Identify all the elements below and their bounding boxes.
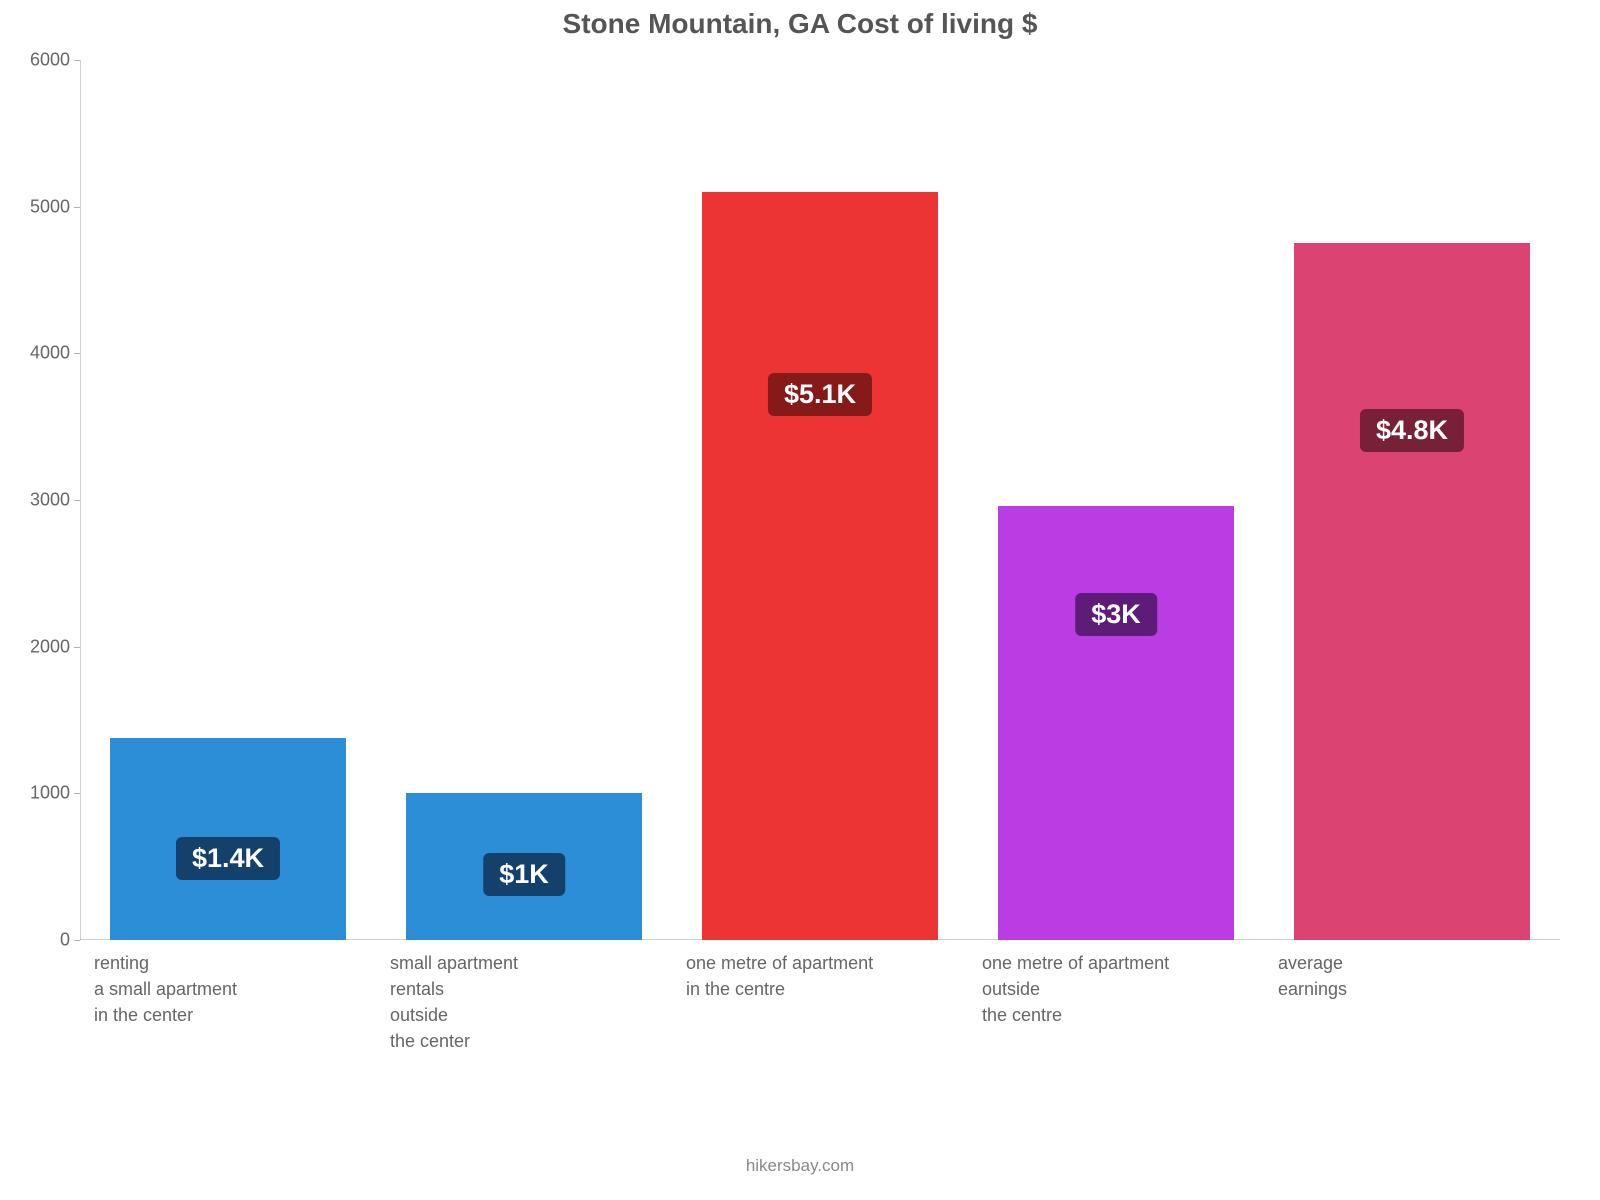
x-category-label: one metre of apartment outside the centr… xyxy=(968,950,1264,1054)
bar-slot: $5.1K xyxy=(672,60,968,940)
cost-of-living-chart: Stone Mountain, GA Cost of living $ 0 100… xyxy=(0,0,1600,1200)
bar-value-label: $3K xyxy=(1075,593,1157,636)
chart-title: Stone Mountain, GA Cost of living $ xyxy=(0,8,1600,40)
y-tick-label: 3000 xyxy=(10,490,70,511)
y-tick-label: 5000 xyxy=(10,196,70,217)
x-labels: renting a small apartment in the centers… xyxy=(80,950,1560,1054)
bar-value-label: $5.1K xyxy=(768,373,872,416)
bar: $5.1K xyxy=(702,192,939,940)
bar: $3K xyxy=(998,506,1235,940)
y-tick-label: 6000 xyxy=(10,50,70,71)
bar: $4.8K xyxy=(1294,243,1531,940)
bar: $1.4K xyxy=(110,738,347,940)
y-tick-label: 0 xyxy=(10,930,70,951)
x-category-label: average earnings xyxy=(1264,950,1560,1054)
x-category-label: one metre of apartment in the centre xyxy=(672,950,968,1054)
bar-value-label: $4.8K xyxy=(1360,409,1464,452)
bar-slot: $3K xyxy=(968,60,1264,940)
bar-value-label: $1K xyxy=(483,853,565,896)
bar: $1K xyxy=(406,793,643,940)
y-tick-mark xyxy=(74,940,80,941)
y-tick-label: 1000 xyxy=(10,783,70,804)
x-category-label: small apartment rentals outside the cent… xyxy=(376,950,672,1054)
y-tick-label: 4000 xyxy=(10,343,70,364)
plot-area: 0100020003000400050006000 $1.4K$1K$5.1K$… xyxy=(80,60,1560,940)
x-category-label: renting a small apartment in the center xyxy=(80,950,376,1054)
bar-slot: $1K xyxy=(376,60,672,940)
bar-slot: $1.4K xyxy=(80,60,376,940)
y-tick-label: 2000 xyxy=(10,636,70,657)
bar-slot: $4.8K xyxy=(1264,60,1560,940)
chart-footer: hikersbay.com xyxy=(0,1156,1600,1176)
bar-value-label: $1.4K xyxy=(176,837,280,880)
bars-container: $1.4K $1K $5.1K $3K $4.8K xyxy=(80,60,1560,940)
